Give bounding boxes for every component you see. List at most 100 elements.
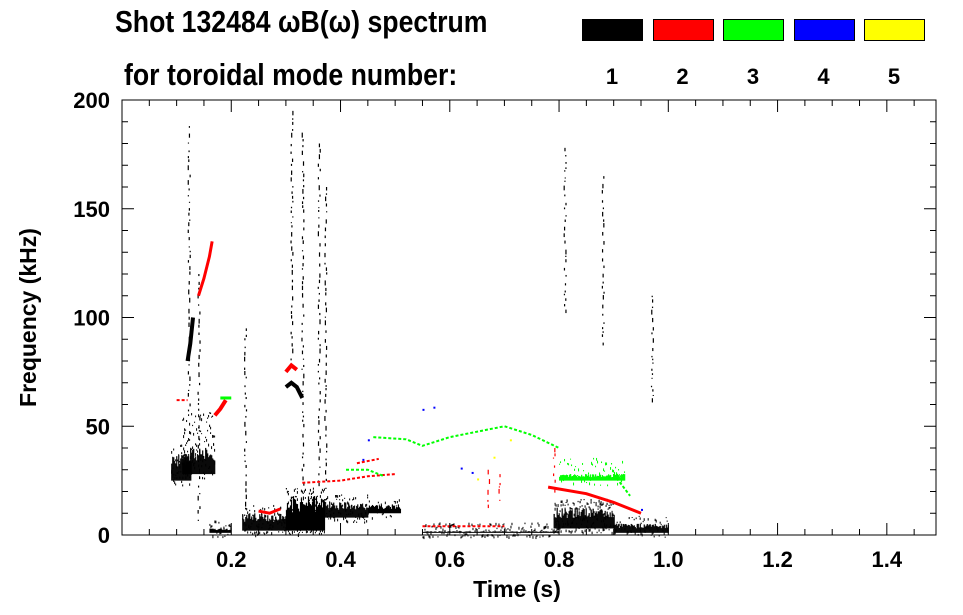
spectrum-mode-1-blob-mark (326, 506, 328, 518)
spectrum-mode-3-blob-mark (615, 466, 617, 469)
spectrum-mode-1-streak-mark (601, 334, 604, 337)
spectrum-mode-1-blob-mark (607, 508, 609, 510)
spectrum-mode-1-blob-mark (573, 517, 575, 529)
spectrum-mode-1-blob-mark (601, 520, 603, 523)
spectrum-mode-1-blob-mark (328, 518, 330, 520)
spectrum-mode-1-blob-mark (255, 532, 257, 534)
spectrum-mode-1-blob-mark (555, 524, 557, 526)
spectrum-mode-1-blob-mark (663, 532, 665, 535)
spectrum-mode-1-blob-mark (316, 508, 318, 511)
spectrum-mode-1-streak-mark (564, 180, 566, 182)
spectrum-mode-1-streak-mark (325, 307, 327, 313)
spectrum-mode-1-blob-mark (665, 524, 667, 533)
spectrum-mode-1-blob-mark (328, 509, 330, 518)
spectrum-mode-1-streak-mark (187, 142, 190, 144)
spectrum-mode-1-blob-mark (578, 508, 580, 511)
spectrum-mode-1-blob-mark (653, 526, 655, 533)
spectrum-mode-1-blob-mark (595, 511, 597, 529)
spectrum-mode-1-blob-mark (313, 522, 315, 524)
spectrum-mode-1-streak-mark (302, 276, 304, 280)
spectrum-mode-3-blob-mark (605, 476, 607, 481)
spectrum-mode-1-blob-mark (173, 448, 175, 451)
y-tick-label: 200 (73, 88, 110, 113)
spectrum-mode-1-blob-mark (291, 509, 293, 511)
spectrum-mode-1-blob-mark (225, 525, 227, 527)
spectrum-mode-1-streak-mark (199, 311, 201, 315)
spectrum-mode-1-blob-mark (173, 479, 175, 483)
spectrum-mode-1-blob-mark (588, 506, 590, 509)
spectrum-mode-1-blob-mark (362, 503, 364, 507)
spectrum-mode-1-blob-mark (475, 531, 477, 533)
spectrum-mode-3-blob-mark (604, 476, 606, 481)
spectrum-mode-1-streak-mark (325, 362, 327, 366)
spectrum-mode-1-blob-mark (308, 515, 310, 518)
spectrum-mode-1-blob-mark (577, 515, 579, 518)
spectrum-mode-1-blob-mark (188, 470, 190, 472)
spectrum-mode-1-blob-mark (592, 522, 594, 525)
spectrum-mode-1-blob-mark (209, 455, 211, 475)
spectrum-mode-1-streak-mark (197, 460, 199, 463)
spectrum-mode-1-blob-mark (279, 520, 281, 523)
spectrum-mode-1-blob-mark (399, 508, 402, 514)
spectrum-mode-1-blob-mark (197, 432, 199, 434)
spectrum-mode-1-blob-mark (208, 457, 210, 475)
spectrum-mode-1-blob-mark (295, 496, 297, 498)
spectrum-mode-1-streak-mark (652, 299, 654, 303)
spectrum-mode-1-blob-mark (288, 532, 290, 535)
spectrum-mode-3-blob (559, 457, 626, 487)
spectrum-mode-1-blob-mark (287, 501, 289, 505)
spectrum-mode-3-blob-mark (588, 474, 590, 481)
spectrum-mode-1-blob-mark (559, 523, 561, 527)
x-axis-label: Time (s) (473, 576, 561, 602)
spectrum-mode-1-blob-mark (426, 531, 428, 534)
spectrum-mode-1-streak-mark (245, 396, 247, 400)
spectrum-mode-1-blob-mark (205, 463, 207, 467)
spectrum-mode-1-streak (650, 295, 654, 403)
spectrum-mode-1-blob-mark (310, 530, 312, 533)
spectrum-mode-1-blob-mark (611, 510, 613, 514)
spectrum-mode-1-blob-mark (185, 476, 187, 480)
spectrum-mode-1-blob-mark (599, 502, 601, 506)
spectrum-mode-1-blob-mark (501, 531, 503, 533)
spectrum-mode-1-blob-mark (292, 527, 294, 530)
spectrum-mode-1-streak-mark (325, 330, 327, 333)
spectrum-mode-1-blob-mark (660, 523, 662, 525)
spectrum-mode-1-blob-mark (248, 526, 250, 529)
spectrum-mode-1-blob-mark (497, 534, 499, 538)
spectrum-mode-1-blob-mark (636, 523, 638, 533)
spectrum-mode-1-blob-mark (550, 531, 552, 533)
spectrum-mode-1-blob-mark (596, 518, 598, 520)
spectrum-mode-1-blob-mark (188, 453, 190, 456)
spectrum-mode-1-blob-mark (557, 528, 559, 531)
spectrum-mode-1-streak-mark (290, 163, 293, 166)
spectrum-mode-1-blob-mark (498, 531, 500, 533)
spectrum-mode-3-blob-mark (620, 475, 622, 477)
spectrum-mode-1-blob-mark (628, 525, 630, 533)
spectrum-mode-1-blob-mark (504, 527, 506, 530)
spectrum-mode-1-blob-mark (615, 523, 617, 533)
spectrum-mode-1-blob-mark (176, 465, 178, 469)
spectrum-mode-1-blob-mark (277, 522, 279, 525)
spectrum-mode-1-streak-mark (565, 255, 567, 258)
spectrum-mode-3-blob-mark (563, 474, 565, 481)
spectrum-mode-1-streak-mark (318, 143, 321, 148)
spectrum-mode-1-blob-mark (432, 531, 434, 533)
spectrum-mode-1-blob-mark (274, 513, 276, 516)
spectrum-mode-3-blob-mark (614, 471, 616, 475)
spectrum-mode-1-streak-mark (199, 349, 201, 352)
spectrum-mode-1-blob-mark (300, 497, 302, 501)
legend-swatch-mode-3 (723, 19, 784, 41)
spectrum-mode-1-blob-mark (563, 522, 565, 525)
spectrum-mode-1-blob-mark (189, 431, 191, 434)
spectrum-mode-1-blob-mark (196, 428, 198, 431)
spectrum-mode-1-blob-mark (185, 453, 187, 475)
spectrum-mode-3-blob-mark (608, 477, 610, 479)
spectrum-mode-3-blob-mark (617, 482, 619, 486)
spectrum-mode-1-blob-mark (205, 447, 207, 475)
spectrum-mode-1-blob-mark (173, 457, 175, 481)
spectrum-mode-1-blob-mark (306, 509, 308, 511)
spectrum-mode-1-blob-mark (658, 526, 660, 533)
spectrum-mode-1-blob-mark (387, 506, 389, 508)
spectrum-mode-1-streak-mark (244, 392, 246, 395)
spectrum-mode-1-streak-mark (302, 263, 304, 267)
